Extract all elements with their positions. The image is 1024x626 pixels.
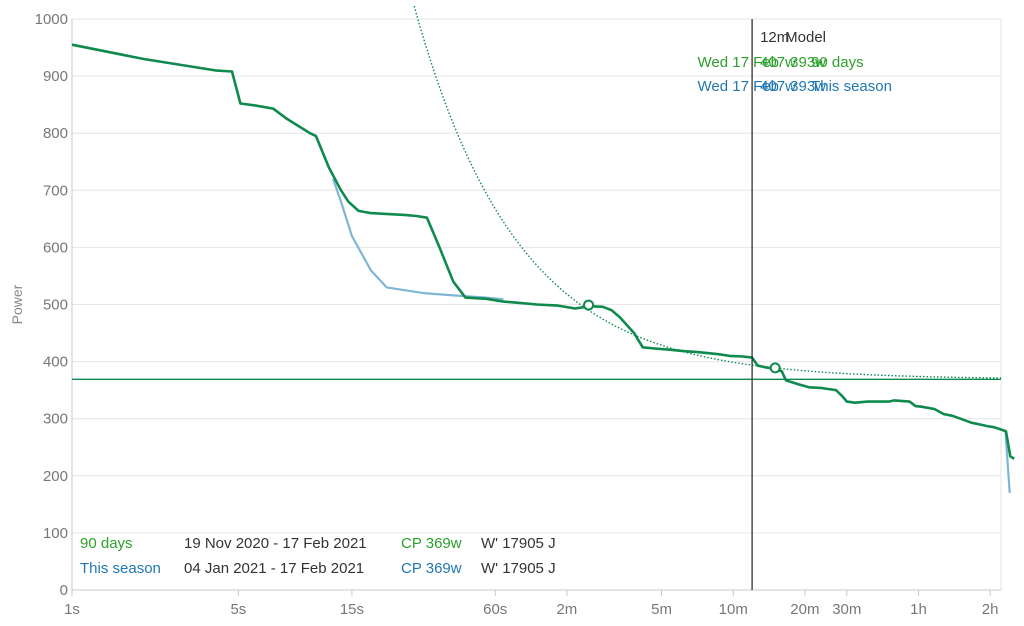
cursor-row-name: 90 days — [811, 54, 864, 71]
y-tick-label: 200 — [43, 468, 68, 485]
x-tick-label: 20m — [790, 601, 819, 618]
y-tick-label: 600 — [43, 239, 68, 256]
y-tick-label: 700 — [43, 182, 68, 199]
cursor-row-name: This season — [811, 78, 892, 95]
y-tick-label: 0 — [60, 582, 68, 599]
y-tick-label: 800 — [43, 125, 68, 142]
legend-cp: CP 369w — [401, 560, 462, 577]
x-tick-label: 5m — [651, 601, 672, 618]
model-curve — [413, 5, 1001, 379]
legend-date-range: 19 Nov 2020 - 17 Feb 2021 — [184, 535, 367, 552]
cursor-row-date: Wed 17 Feb — [698, 78, 779, 95]
y-tick-label: 400 — [43, 354, 68, 371]
y-tick-label: 500 — [43, 297, 68, 314]
cursor-model-header: Model — [785, 29, 826, 46]
x-tick-label: 2m — [556, 601, 577, 618]
y-axis-title: Power — [9, 284, 25, 324]
legend-cp: CP 369w — [401, 535, 462, 552]
x-tick-label: 2h — [982, 601, 999, 618]
legend-wprime: W' 17905 J — [481, 535, 556, 552]
cursor-duration: 12m — [760, 29, 789, 46]
y-tick-label: 100 — [43, 525, 68, 542]
model-point-marker[interactable] — [583, 299, 595, 311]
cursor-row-model: 393w — [790, 54, 826, 71]
x-tick-label: 60s — [483, 601, 507, 618]
series-90-days-line[interactable] — [71, 43, 1015, 460]
model-point-marker[interactable] — [769, 362, 781, 374]
x-tick-label: 1s — [64, 601, 80, 618]
cursor-row-watts: 407w — [760, 54, 796, 71]
legend-wprime: W' 17905 J — [481, 560, 556, 577]
y-tick-label: 900 — [43, 68, 68, 85]
series-this-season-tail-line[interactable] — [1004, 430, 1011, 493]
y-tick-label: 300 — [43, 411, 68, 428]
legend-series-name: 90 days — [80, 535, 133, 552]
x-tick-label: 10m — [719, 601, 748, 618]
x-tick-label: 30m — [832, 601, 861, 618]
legend-date-range: 04 Jan 2021 - 17 Feb 2021 — [184, 560, 364, 577]
cursor-row-date: Wed 17 Feb — [698, 54, 779, 71]
cursor-row-model: 393w — [790, 78, 826, 95]
x-tick-label: 15s — [340, 601, 364, 618]
legend-series-name: This season — [80, 560, 161, 577]
series-this-season-line[interactable] — [332, 178, 504, 301]
y-tick-label: 1000 — [35, 11, 68, 28]
x-tick-label: 1h — [910, 601, 927, 618]
x-tick-label: 5s — [230, 601, 246, 618]
cursor-row-watts: 407w — [760, 78, 796, 95]
